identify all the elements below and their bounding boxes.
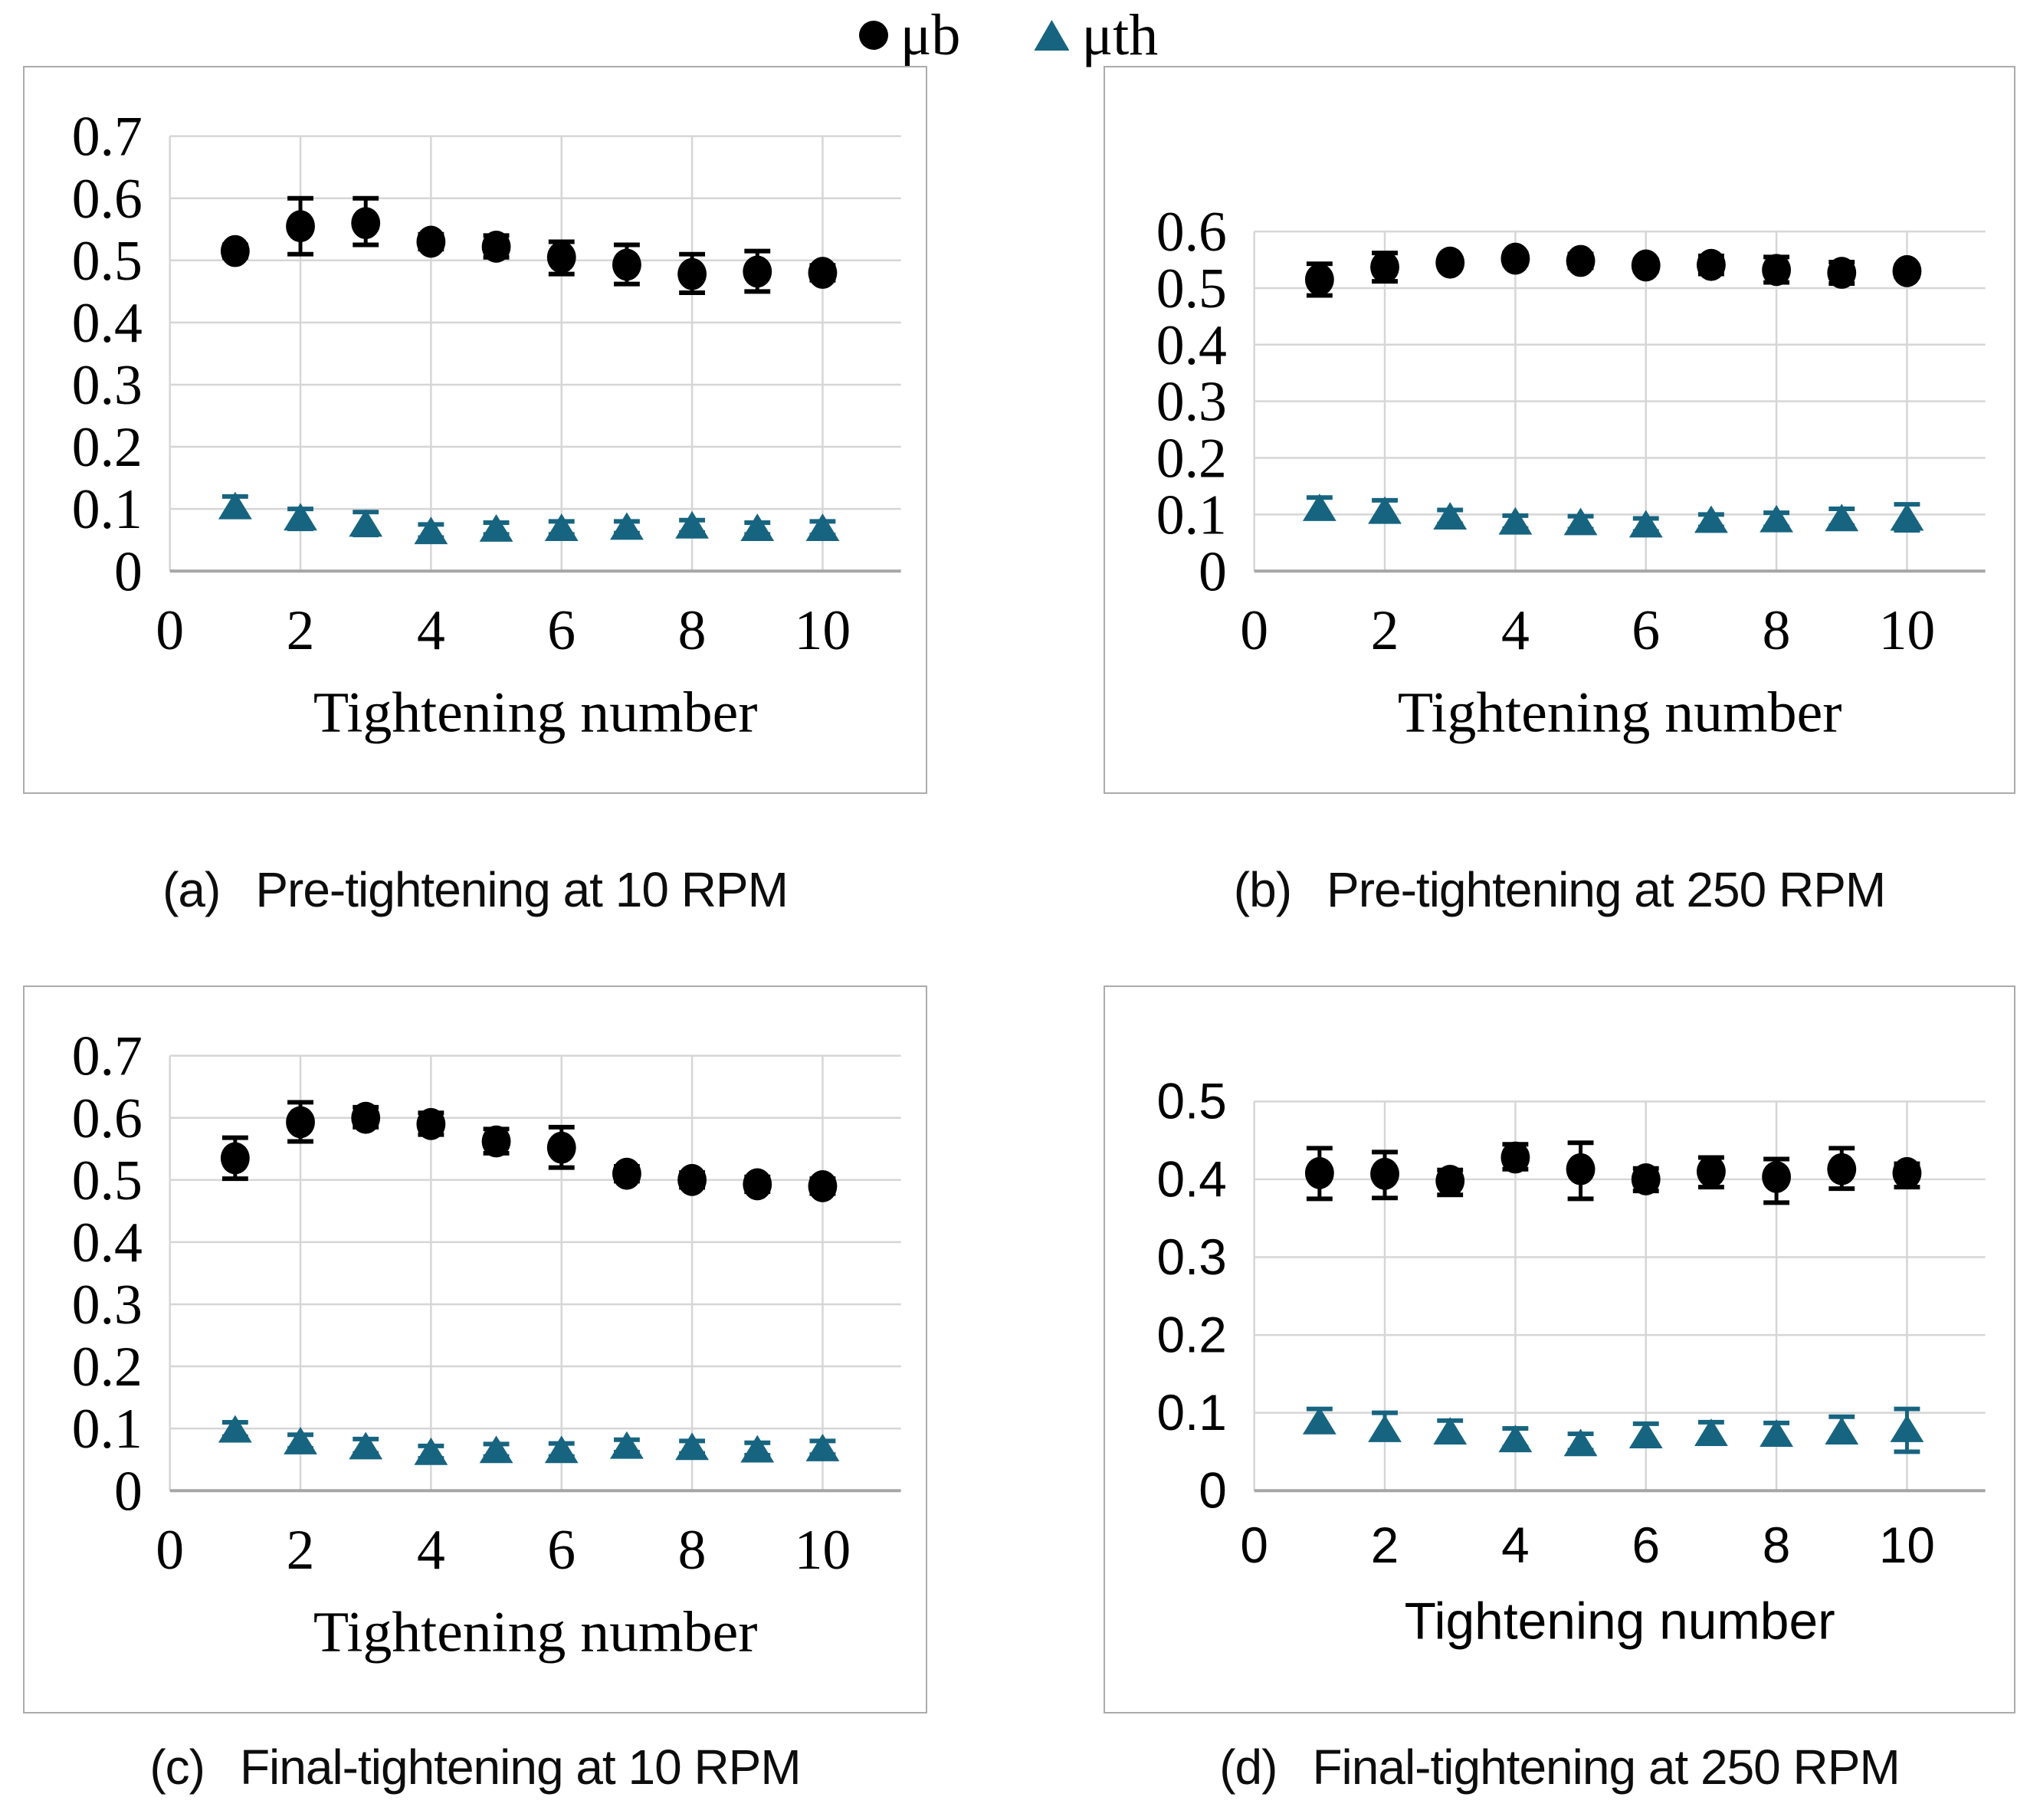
svg-text:0.5: 0.5 <box>1156 1074 1226 1130</box>
chart-d-svg: 0 0.1 0.2 0.3 0.4 0.5 0 2 4 6 8 10 Tightening number <box>1156 1074 1986 1650</box>
svg-text:10: 10 <box>1879 1517 1935 1573</box>
caption-d-text: Final-tightening at 250 RPM <box>1312 1739 1900 1795</box>
caption-a-text: Pre-tightening at 10 RPM <box>255 862 789 917</box>
chart-b: 0 0.1 0.2 0.3 0.4 0.5 0.6 0 2 4 6 8 10 Tightening num… <box>1104 66 2015 794</box>
svg-text:0.2: 0.2 <box>72 1335 143 1398</box>
chart-b-svg: 00.10.20.30.40.50.6 0 2 4 6 8 10 Tightening num… <box>1156 200 1986 744</box>
chart-d-plot: 0 0.1 0.2 0.3 0.4 0.5 0 2 4 6 8 10 Tightening number <box>1156 1074 1986 1650</box>
svg-text:8: 8 <box>1763 1517 1791 1573</box>
legend-label-muth: μth <box>1081 2 1159 67</box>
caption-a: (a) Pre-tightening at 10 RPM <box>23 794 927 985</box>
svg-text:0: 0 <box>1240 1517 1268 1573</box>
chart-d-series-mub <box>1304 1140 1922 1205</box>
caption-c: (c) Final-tightening at 10 RPM <box>23 1713 927 1820</box>
svg-text:0.5: 0.5 <box>72 229 143 292</box>
svg-text:0.6: 0.6 <box>72 1087 143 1149</box>
svg-text:0.2: 0.2 <box>72 415 143 478</box>
chart-c-plot: 00.10.20.30.40.50.60.7 0 2 4 6 8 10 Tightening … <box>72 1025 901 1664</box>
svg-text:0.4: 0.4 <box>1156 313 1227 376</box>
svg-text:0.1: 0.1 <box>1156 483 1227 546</box>
svg-text:10: 10 <box>795 1518 851 1581</box>
svg-text:0.4: 0.4 <box>72 1211 143 1274</box>
svg-text:10: 10 <box>1879 598 1936 661</box>
svg-text:0: 0 <box>1199 539 1227 602</box>
svg-text:6: 6 <box>1632 1517 1660 1573</box>
svg-text:0.4: 0.4 <box>1156 1151 1226 1207</box>
svg-text:0.3: 0.3 <box>72 353 143 416</box>
legend: μb μth <box>0 0 2017 69</box>
caption-d-tag: (d) <box>1219 1739 1277 1795</box>
caption-b-text: Pre-tightening at 250 RPM <box>1327 862 1886 917</box>
svg-text:4: 4 <box>1501 598 1530 661</box>
chart-b-series-muth <box>1302 494 1924 538</box>
svg-text:0.1: 0.1 <box>72 477 143 540</box>
svg-text:2: 2 <box>1371 598 1399 661</box>
chart-c-svg: 00.10.20.30.40.50.60.7 0 2 4 6 8 10 Tightening … <box>72 1025 901 1664</box>
svg-text:0: 0 <box>156 598 184 661</box>
caption-b-tag: (b) <box>1233 862 1292 917</box>
svg-text:6: 6 <box>547 598 576 661</box>
svg-text:0.7: 0.7 <box>72 1025 143 1087</box>
caption-b: (b) Pre-tightening at 250 RPM <box>1104 794 2015 985</box>
caption-d: (d) Final-tightening at 250 RPM <box>1104 1713 2015 1820</box>
muth-triangle-icon <box>1034 20 1070 51</box>
svg-text:8: 8 <box>1763 598 1791 661</box>
svg-text:2: 2 <box>287 598 315 661</box>
caption-c-tag: (c) <box>149 1739 205 1795</box>
chart-b-xlabel: Tightening number <box>1398 680 1842 744</box>
caption-a-tag: (a) <box>162 862 221 917</box>
chart-d: 0 0.1 0.2 0.3 0.4 0.5 0 2 4 6 8 10 Tightening number <box>1104 985 2015 1713</box>
svg-text:0.3: 0.3 <box>72 1273 143 1336</box>
chart-c: 0 0.1 0.2 0.3 0.4 0.5 0.6 0.7 0 2 4 6 8 10 Tightening … <box>23 985 927 1713</box>
chart-d-xlabel: Tightening number <box>1405 1592 1835 1650</box>
svg-text:6: 6 <box>547 1518 576 1581</box>
svg-text:0.5: 0.5 <box>1156 257 1227 320</box>
svg-text:8: 8 <box>678 598 707 661</box>
chart-d-series-muth <box>1302 1406 1924 1457</box>
chart-a: 0 0.1 0.2 0.3 0.4 0.5 0.6 0.7 0 2 4 6 8 10 Tightening … <box>23 66 927 794</box>
caption-c-text: Final-tightening at 10 RPM <box>239 1739 802 1795</box>
mub-circle-icon <box>858 21 888 50</box>
svg-text:8: 8 <box>678 1518 707 1581</box>
svg-text:0.6: 0.6 <box>72 167 143 230</box>
chart-c-series-mub <box>220 1100 838 1202</box>
svg-text:0: 0 <box>156 1518 184 1581</box>
figure-grid: 0 0.1 0.2 0.3 0.4 0.5 0.6 0.7 0 2 4 6 8 10 Tightening … <box>0 66 2017 1820</box>
legend-item-muth: μth <box>1034 2 1158 69</box>
chart-b-plot: 00.10.20.30.40.50.6 0 2 4 6 8 10 Tightening num… <box>1156 200 1986 744</box>
svg-text:0.3: 0.3 <box>1156 370 1227 433</box>
svg-text:4: 4 <box>1501 1517 1530 1573</box>
svg-text:0.2: 0.2 <box>1156 427 1227 490</box>
chart-b-series-mub <box>1304 242 1922 298</box>
chart-c-series-muth <box>218 1415 840 1465</box>
svg-text:0.2: 0.2 <box>1156 1307 1226 1363</box>
svg-text:0: 0 <box>1199 1463 1227 1519</box>
legend-label-mub: μb <box>900 2 961 67</box>
svg-text:0.1: 0.1 <box>1156 1385 1226 1441</box>
svg-text:0.3: 0.3 <box>1156 1229 1226 1285</box>
svg-text:2: 2 <box>1371 1517 1399 1573</box>
svg-text:2: 2 <box>287 1518 315 1581</box>
svg-text:0.6: 0.6 <box>1156 200 1227 263</box>
svg-text:0.1: 0.1 <box>72 1397 143 1460</box>
svg-text:0.4: 0.4 <box>72 291 143 354</box>
svg-text:0: 0 <box>114 539 143 602</box>
chart-a-plot: 00.10.20.30.40.50.60.7 0 2 4 6 8 10 Tightening … <box>72 105 901 744</box>
svg-text:4: 4 <box>417 598 445 661</box>
chart-a-series-mub <box>220 195 838 295</box>
svg-text:0: 0 <box>114 1459 143 1522</box>
svg-text:4: 4 <box>417 1518 445 1581</box>
chart-a-svg: 00.10.20.30.40.50.60.7 0 2 4 6 8 10 Tightening … <box>72 105 901 744</box>
svg-text:10: 10 <box>795 598 851 661</box>
svg-text:0.7: 0.7 <box>72 105 143 168</box>
svg-text:0.5: 0.5 <box>72 1149 143 1212</box>
chart-c-xlabel: Tightening number <box>313 1600 757 1664</box>
svg-text:0: 0 <box>1240 598 1268 661</box>
legend-item-mub: μb <box>858 2 961 69</box>
svg-text:6: 6 <box>1632 598 1660 661</box>
chart-a-series-muth <box>218 491 840 545</box>
chart-a-xlabel: Tightening number <box>313 680 757 744</box>
